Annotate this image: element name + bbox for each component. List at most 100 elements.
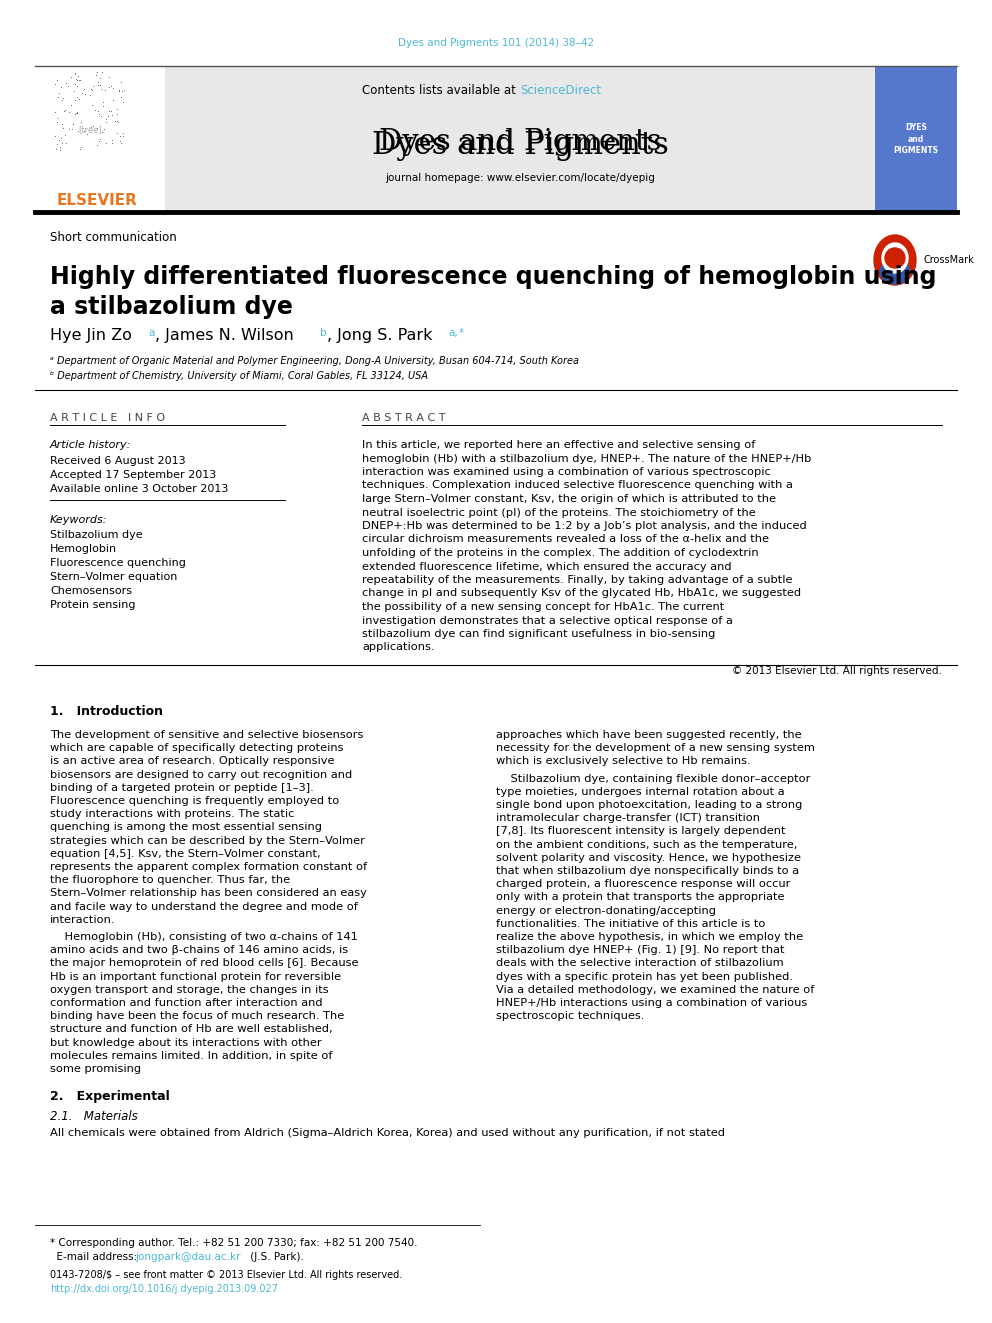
Text: Available online 3 October 2013: Available online 3 October 2013 — [50, 484, 228, 493]
Text: the possibility of a new sensing concept for HbA1c. The current: the possibility of a new sensing concept… — [362, 602, 724, 613]
Text: which are capable of specifically detecting proteins: which are capable of specifically detect… — [50, 744, 343, 753]
Text: journal homepage: www.elsevier.com/locate/dyepig: journal homepage: www.elsevier.com/locat… — [385, 173, 655, 183]
Text: interaction.: interaction. — [50, 914, 115, 925]
Text: binding have been the focus of much research. The: binding have been the focus of much rese… — [50, 1011, 344, 1021]
Text: Dyes and Pigments: Dyes and Pigments — [379, 128, 662, 156]
Text: the major hemoprotein of red blood cells [6]. Because: the major hemoprotein of red blood cells… — [50, 958, 358, 968]
Text: solvent polarity and viscosity. Hence, we hypothesize: solvent polarity and viscosity. Hence, w… — [496, 853, 801, 863]
Text: Fluorescence quenching is frequently employed to: Fluorescence quenching is frequently emp… — [50, 796, 339, 806]
Text: * Corresponding author. Tel.: +82 51 200 7330; fax: +82 51 200 7540.: * Corresponding author. Tel.: +82 51 200… — [50, 1238, 418, 1248]
Text: a,: a, — [448, 328, 457, 337]
Text: spectroscopic techniques.: spectroscopic techniques. — [496, 1011, 645, 1021]
Ellipse shape — [874, 235, 916, 284]
Text: ᵃ Department of Organic Material and Polymer Engineering, Dong-A University, Bus: ᵃ Department of Organic Material and Pol… — [50, 356, 579, 366]
Ellipse shape — [880, 261, 910, 284]
Text: Stilbazolium dye: Stilbazolium dye — [50, 531, 143, 540]
Text: A B S T R A C T: A B S T R A C T — [362, 413, 445, 423]
Text: 2.   Experimental: 2. Experimental — [50, 1090, 170, 1103]
Text: conformation and function after interaction and: conformation and function after interact… — [50, 998, 322, 1008]
Text: intramolecular charge-transfer (ICT) transition: intramolecular charge-transfer (ICT) tra… — [496, 814, 760, 823]
Text: 1.   Introduction: 1. Introduction — [50, 705, 163, 718]
Text: necessity for the development of a new sensing system: necessity for the development of a new s… — [496, 744, 814, 753]
Text: that when stilbazolium dye nonspecifically binds to a: that when stilbazolium dye nonspecifical… — [496, 867, 800, 876]
Text: Received 6 August 2013: Received 6 August 2013 — [50, 456, 186, 466]
Text: Hye Jin Zo: Hye Jin Zo — [50, 328, 132, 343]
Ellipse shape — [882, 243, 908, 273]
Text: Via a detailed methodology, we examined the nature of: Via a detailed methodology, we examined … — [496, 984, 814, 995]
Text: Hemoglobin (Hb), consisting of two α-chains of 141: Hemoglobin (Hb), consisting of two α-cha… — [50, 931, 358, 942]
Text: biosensors are designed to carry out recognition and: biosensors are designed to carry out rec… — [50, 770, 352, 779]
Text: All chemicals were obtained from Aldrich (Sigma–Aldrich Korea, Korea) and used w: All chemicals were obtained from Aldrich… — [50, 1129, 725, 1138]
Text: *: * — [459, 328, 464, 337]
Text: interaction was examined using a combination of various spectroscopic: interaction was examined using a combina… — [362, 467, 771, 478]
Text: change in pI and subsequently Ksv of the glycated Hb, HbA1c, we suggested: change in pI and subsequently Ksv of the… — [362, 589, 802, 598]
Text: jongpark@dau.ac.kr: jongpark@dau.ac.kr — [135, 1252, 240, 1262]
Text: Stilbazolium dye, containing flexible donor–acceptor: Stilbazolium dye, containing flexible do… — [496, 774, 810, 783]
Text: http://dx.doi.org/10.1016/j.dyepig.2013.09.027: http://dx.doi.org/10.1016/j.dyepig.2013.… — [50, 1285, 278, 1294]
Text: Hb is an important functional protein for reversible: Hb is an important functional protein fo… — [50, 971, 341, 982]
Text: Keywords:: Keywords: — [50, 515, 107, 525]
Text: large Stern–Volmer constant, Ksv, the origin of which is attributed to the: large Stern–Volmer constant, Ksv, the or… — [362, 493, 776, 504]
Text: Dyes and Pigments 101 (2014) 38–42: Dyes and Pigments 101 (2014) 38–42 — [398, 38, 594, 48]
Text: © 2013 Elsevier Ltd. All rights reserved.: © 2013 Elsevier Ltd. All rights reserved… — [732, 665, 942, 676]
Bar — [165, 67, 875, 212]
Text: A R T I C L E   I N F O: A R T I C L E I N F O — [50, 413, 165, 423]
Text: , James N. Wilson: , James N. Wilson — [155, 328, 294, 343]
Text: Contents lists available at: Contents lists available at — [362, 83, 520, 97]
Text: Highly differentiated fluorescence quenching of hemoglobin using: Highly differentiated fluorescence quenc… — [50, 265, 936, 288]
Text: 2.1.   Materials: 2.1. Materials — [50, 1110, 138, 1123]
Text: Stern–Volmer equation: Stern–Volmer equation — [50, 572, 178, 582]
Text: binding of a targeted protein or peptide [1–3].: binding of a targeted protein or peptide… — [50, 783, 313, 792]
Text: Article history:: Article history: — [50, 441, 131, 450]
Text: quenching is among the most essential sensing: quenching is among the most essential se… — [50, 823, 322, 832]
Text: Chemosensors: Chemosensors — [50, 586, 132, 595]
Bar — [875, 67, 957, 212]
Text: b: b — [320, 328, 326, 337]
Text: extended fluorescence lifetime, which ensured the accuracy and: extended fluorescence lifetime, which en… — [362, 561, 732, 572]
Text: circular dichroism measurements revealed a loss of the α-helix and the: circular dichroism measurements revealed… — [362, 534, 769, 545]
Text: Dyes and Pigments: Dyes and Pigments — [372, 130, 669, 161]
Text: single bond upon photoexcitation, leading to a strong: single bond upon photoexcitation, leadin… — [496, 800, 803, 810]
Text: strategies which can be described by the Stern–Volmer: strategies which can be described by the… — [50, 836, 365, 845]
Text: Fluorescence quenching: Fluorescence quenching — [50, 558, 186, 568]
Text: approaches which have been suggested recently, the: approaches which have been suggested rec… — [496, 730, 802, 740]
Text: energy or electron-donating/accepting: energy or electron-donating/accepting — [496, 906, 716, 916]
Text: and facile way to understand the degree and mode of: and facile way to understand the degree … — [50, 901, 358, 912]
Text: a stilbazolium dye: a stilbazolium dye — [50, 295, 293, 319]
Text: only with a protein that transports the appropriate: only with a protein that transports the … — [496, 893, 785, 902]
Text: study interactions with proteins. The static: study interactions with proteins. The st… — [50, 810, 295, 819]
Text: [tree]: [tree] — [78, 126, 102, 135]
Text: represents the apparent complex formation constant of: represents the apparent complex formatio… — [50, 863, 367, 872]
Text: HNEP+/Hb interactions using a combination of various: HNEP+/Hb interactions using a combinatio… — [496, 998, 807, 1008]
Text: Protein sensing: Protein sensing — [50, 601, 136, 610]
Text: unfolding of the proteins in the complex. The addition of cyclodextrin: unfolding of the proteins in the complex… — [362, 548, 759, 558]
Text: hemoglobin (Hb) with a stilbazolium dye, HNEP+. The nature of the HNEP+/Hb: hemoglobin (Hb) with a stilbazolium dye,… — [362, 454, 811, 463]
Text: ScienceDirect: ScienceDirect — [520, 83, 601, 97]
Text: functionalities. The initiative of this article is to: functionalities. The initiative of this … — [496, 918, 766, 929]
Text: 0143-7208/$ – see front matter © 2013 Elsevier Ltd. All rights reserved.: 0143-7208/$ – see front matter © 2013 El… — [50, 1270, 402, 1279]
Text: Short communication: Short communication — [50, 232, 177, 243]
Text: , Jong S. Park: , Jong S. Park — [327, 328, 433, 343]
Text: realize the above hypothesis, in which we employ the: realize the above hypothesis, in which w… — [496, 931, 804, 942]
Text: is an active area of research. Optically responsive: is an active area of research. Optically… — [50, 757, 334, 766]
Text: Accepted 17 September 2013: Accepted 17 September 2013 — [50, 470, 216, 480]
Text: the fluorophore to quencher. Thus far, the: the fluorophore to quencher. Thus far, t… — [50, 876, 290, 885]
Text: stilbazolium dye HNEP+ (Fig. 1) [9]. No report that: stilbazolium dye HNEP+ (Fig. 1) [9]. No … — [496, 945, 785, 955]
Text: E-mail address:: E-mail address: — [50, 1252, 141, 1262]
Text: ᵇ Department of Chemistry, University of Miami, Coral Gables, FL 33124, USA: ᵇ Department of Chemistry, University of… — [50, 370, 428, 381]
Text: ELSEVIER: ELSEVIER — [57, 193, 138, 208]
Text: dyes with a specific protein has yet been published.: dyes with a specific protein has yet bee… — [496, 971, 793, 982]
Circle shape — [885, 247, 905, 269]
Text: type moieties, undergoes internal rotation about a: type moieties, undergoes internal rotati… — [496, 787, 785, 796]
Text: molecules remains limited. In addition, in spite of: molecules remains limited. In addition, … — [50, 1050, 332, 1061]
Text: which is exclusively selective to Hb remains.: which is exclusively selective to Hb rem… — [496, 757, 751, 766]
Text: The development of sensitive and selective biosensors: The development of sensitive and selecti… — [50, 730, 363, 740]
Text: stilbazolium dye can find significant usefulness in bio-sensing: stilbazolium dye can find significant us… — [362, 628, 715, 639]
Text: neutral isoelectric point (pI) of the proteins. The stoichiometry of the: neutral isoelectric point (pI) of the pr… — [362, 508, 756, 517]
Text: DYES
and
PIGMENTS: DYES and PIGMENTS — [894, 123, 938, 155]
Text: DNEP+:Hb was determined to be 1:2 by a Job’s plot analysis, and the induced: DNEP+:Hb was determined to be 1:2 by a J… — [362, 521, 806, 531]
Text: amino acids and two β-chains of 146 amino acids, is: amino acids and two β-chains of 146 amin… — [50, 945, 348, 955]
Text: but knowledge about its interactions with other: but knowledge about its interactions wit… — [50, 1037, 321, 1048]
Text: applications.: applications. — [362, 643, 434, 652]
Text: a: a — [148, 328, 155, 337]
